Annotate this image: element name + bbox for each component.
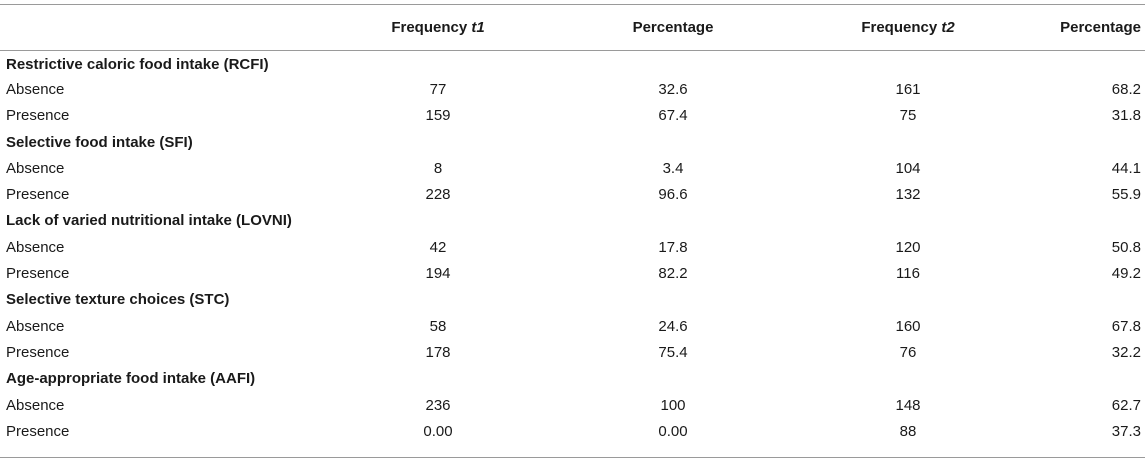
frequency-t1-cell: 42: [429, 238, 447, 256]
percentage-2-cell: 50.8: [1111, 238, 1141, 256]
table-row: Absence 8 3.4 104 44.1: [0, 155, 1145, 181]
frequency-t2-cell: 120: [895, 238, 921, 256]
row-label: Absence: [6, 317, 65, 335]
header-percentage-1: Percentage: [632, 19, 714, 36]
section-header-row: Restrictive caloric food intake (RCFI): [0, 50, 1145, 76]
row-label: Absence: [6, 80, 65, 98]
section-title: Lack of varied nutritional intake (LOVNI…: [6, 212, 292, 230]
row-label: Presence: [6, 422, 70, 440]
percentage-2-cell: 55.9: [1111, 186, 1141, 204]
percentage-1-cell: 82.2: [658, 265, 688, 283]
frequency-t1-cell: 228: [425, 186, 451, 204]
frequency-t1-cell: 8: [433, 159, 443, 177]
frequency-t2-cell: 148: [895, 396, 921, 414]
frequency-t2-cell: 75: [899, 107, 917, 125]
percentage-1-cell: 24.6: [658, 317, 688, 335]
frequency-t1-cell: 236: [425, 396, 451, 414]
percentage-2-cell: 32.2: [1111, 343, 1141, 361]
table-row: Absence 42 17.8 120 50.8: [0, 234, 1145, 260]
table-row: Presence 178 75.4 76 32.2: [0, 339, 1145, 365]
section-title: Restrictive caloric food intake (RCFI): [6, 56, 269, 74]
header-rule: [0, 50, 1145, 51]
frequency-t1-cell: 58: [429, 317, 447, 335]
header-percentage-2: Percentage: [1060, 19, 1141, 36]
frequency-t2-cell: 104: [895, 159, 921, 177]
frequency-t2-cell: 132: [895, 186, 921, 204]
section-title: Age-appropriate food intake (AAFI): [6, 370, 256, 388]
bottom-rule: [0, 457, 1145, 458]
percentage-2-cell: 62.7: [1111, 396, 1141, 414]
frequency-t2-cell: 161: [895, 80, 921, 98]
frequency-t2-cell: 76: [899, 343, 917, 361]
section-header-row: Selective texture choices (STC): [0, 287, 1145, 313]
percentage-1-cell: 17.8: [658, 238, 688, 256]
section-title: Selective food intake (SFI): [6, 133, 193, 151]
percentage-2-cell: 44.1: [1111, 159, 1141, 177]
table-row: Presence 228 96.6 132 55.9: [0, 181, 1145, 207]
section-title: Selective texture choices (STC): [6, 291, 230, 309]
frequency-t2-cell: 116: [896, 265, 920, 283]
header-frequency-t1: Frequency t1: [391, 19, 485, 36]
percentage-1-cell: 96.6: [658, 186, 688, 204]
frequency-t2-cell: 88: [899, 422, 917, 440]
header-blank: [0, 5, 338, 50]
row-label: Presence: [6, 107, 70, 125]
table-row: Presence 194 82.2 116 49.2: [0, 260, 1145, 286]
section-header-row: Lack of varied nutritional intake (LOVNI…: [0, 208, 1145, 234]
row-label: Presence: [6, 186, 70, 204]
percentage-1-cell: 75.4: [658, 343, 688, 361]
frequency-t1-cell: 159: [425, 107, 451, 125]
percentage-1-cell: 67.4: [658, 107, 688, 125]
table-body: Restrictive caloric food intake (RCFI) Ab…: [0, 50, 1145, 444]
top-rule: [0, 4, 1145, 5]
section-header-row: Selective food intake (SFI): [0, 129, 1145, 155]
row-label: Absence: [6, 159, 65, 177]
row-label: Absence: [6, 396, 65, 414]
table-row: Absence 58 24.6 160 67.8: [0, 313, 1145, 339]
frequency-t2-cell: 160: [895, 317, 921, 335]
row-label: Absence: [6, 238, 65, 256]
percentage-2-cell: 49.2: [1111, 265, 1141, 283]
frequency-t1-cell: 178: [425, 343, 451, 361]
table-row: Presence 0.00 0.00 88 37.3: [0, 418, 1145, 444]
table-row: Absence 236 100 148 62.7: [0, 392, 1145, 418]
percentage-2-cell: 37.3: [1111, 422, 1141, 440]
header-row: Frequency t1 Percentage Frequency t2 Per…: [0, 5, 1145, 50]
percentage-1-cell: 3.4: [662, 159, 684, 177]
row-label: Presence: [6, 343, 70, 361]
row-label: Presence: [6, 265, 70, 283]
percentage-2-cell: 67.8: [1111, 317, 1141, 335]
frequency-table: Frequency t1 Percentage Frequency t2 Per…: [0, 5, 1145, 444]
percentage-2-cell: 31.8: [1111, 107, 1141, 125]
percentage-1-cell: 0.00: [658, 422, 688, 440]
frequency-t1-cell: 77: [429, 80, 447, 98]
table-row: Absence 77 32.6 161 68.2: [0, 76, 1145, 102]
section-header-row: Age-appropriate food intake (AAFI): [0, 366, 1145, 392]
frequency-t1-cell: 0.00: [423, 422, 453, 440]
percentage-1-cell: 32.6: [658, 80, 688, 98]
percentage-2-cell: 68.2: [1111, 80, 1141, 98]
table-row: Presence 159 67.4 75 31.8: [0, 103, 1145, 129]
percentage-1-cell: 100: [660, 396, 686, 414]
header-frequency-t2: Frequency t2: [861, 19, 955, 36]
frequency-t1-cell: 194: [425, 265, 451, 283]
